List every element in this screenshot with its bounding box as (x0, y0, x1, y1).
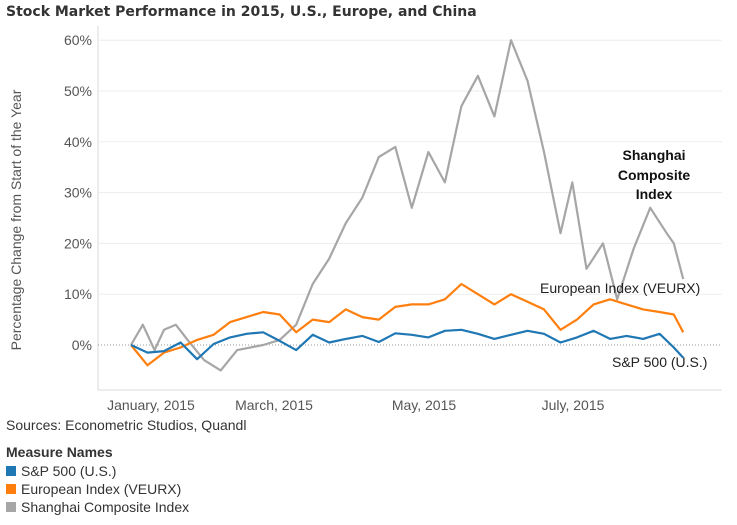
legend-label: European Index (VEURX) (21, 481, 182, 497)
european-line (130, 282, 685, 367)
y-tick-label: 30% (64, 185, 92, 201)
legend-title: Measure Names (6, 444, 113, 460)
y-tick-label: 0% (72, 337, 92, 353)
shanghai-annotation: Shanghai (622, 147, 685, 163)
y-tick-label: 10% (64, 286, 92, 302)
y-axis-ticks: 0% 10% 20% 30% 40% 50% 60% (64, 32, 92, 353)
y-tick-label: 40% (64, 134, 92, 150)
source-note: Sources: Econometric Studios, Quandl (6, 417, 247, 433)
legend-label: Shanghai Composite Index (21, 499, 190, 515)
y-tick-label: 50% (64, 83, 92, 99)
european-annotation: European Index (VEURX) (540, 280, 700, 296)
sp500-annotation: S&P 500 (U.S.) (612, 354, 707, 370)
annotations: Shanghai Composite Index European Index (VE… (540, 147, 707, 370)
legend-swatch (6, 466, 16, 476)
y-axis-label: Percentage Change from Start of the Year (8, 89, 24, 350)
legend-swatch (6, 502, 16, 512)
x-tick-label: July, 2015 (542, 397, 605, 413)
y-tick-label: 20% (64, 235, 92, 251)
legend: Measure Names S&P 500 (U.S.) European In… (6, 444, 189, 516)
legend-item-european[interactable]: European Index (VEURX) (6, 480, 189, 498)
x-tick-label: March, 2015 (235, 397, 313, 413)
x-tick-label: May, 2015 (392, 397, 457, 413)
legend-item-shanghai[interactable]: Shanghai Composite Index (6, 498, 189, 516)
sp500-line (130, 328, 685, 361)
chart-title: Stock Market Performance in 2015, U.S., … (6, 4, 477, 20)
shanghai-annotation: Composite (618, 167, 691, 183)
x-axis-ticks: January, 2015 March, 2015 May, 2015 July, 2… (107, 397, 604, 413)
x-tick-label: January, 2015 (107, 397, 195, 413)
legend-label: S&P 500 (U.S.) (21, 463, 117, 479)
shanghai-line (130, 39, 685, 372)
series-lines (130, 39, 685, 372)
shanghai-annotation: Index (636, 186, 673, 202)
legend-swatch (6, 484, 16, 494)
line-chart: 0% 10% 20% 30% 40% 50% 60% January, 2015 March,… (8, 26, 722, 413)
y-tick-label: 60% (64, 32, 92, 48)
legend-item-sp500[interactable]: S&P 500 (U.S.) (6, 462, 189, 480)
